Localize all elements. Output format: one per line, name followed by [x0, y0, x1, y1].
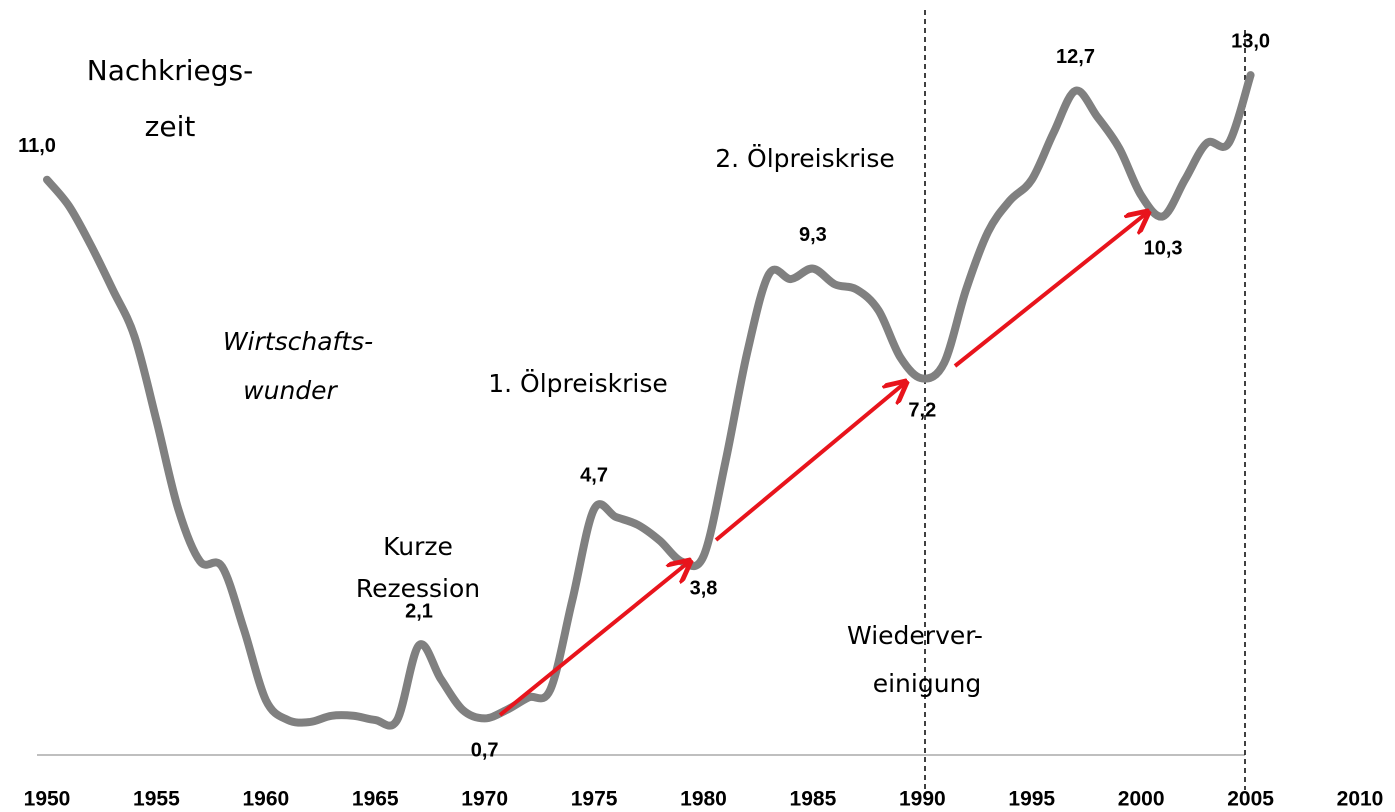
annotation: Kurze — [383, 532, 453, 561]
trend-arrow — [953, 212, 1148, 368]
annotation: 2. Ölpreiskrise — [715, 144, 894, 173]
annotation: 1. Ölpreiskrise — [488, 369, 667, 398]
value-label: 2,1 — [405, 600, 433, 622]
value-label: 13,0 — [1231, 30, 1270, 52]
value-label: 4,7 — [580, 464, 608, 486]
annotation: einigung — [873, 669, 982, 698]
annotation: zeit — [145, 110, 196, 143]
value-label: 10,3 — [1144, 238, 1183, 260]
value-label: 11,0 — [18, 135, 56, 157]
x-tick-label: 1950 — [24, 788, 71, 811]
x-tick-label: 1960 — [242, 788, 289, 811]
x-tick-label: 1965 — [352, 788, 399, 811]
annotation: Nachkriegs- — [87, 54, 253, 87]
annotation: Wirtschafts- — [223, 327, 373, 356]
x-tick-label: 1975 — [571, 788, 618, 811]
annotation: wunder — [243, 376, 338, 405]
x-tick-label: 1990 — [899, 788, 946, 811]
trend-arrow — [498, 561, 690, 717]
x-tick-label: 1995 — [1008, 788, 1055, 811]
value-label: 0,7 — [471, 740, 499, 762]
x-tick-label: 2000 — [1118, 788, 1165, 811]
trend-arrow — [714, 382, 906, 542]
x-tick-label: 2010 — [1337, 788, 1384, 811]
line — [43, 71, 1255, 730]
x-tick-label: 1980 — [680, 788, 727, 811]
value-label: 3,8 — [690, 578, 718, 600]
x-tick-label: 1955 — [133, 788, 180, 811]
trend-arrows — [498, 212, 1148, 717]
value-label: 7,2 — [908, 400, 936, 422]
x-tick-label: 1985 — [790, 788, 837, 811]
x-tick-label: 2005 — [1227, 788, 1274, 811]
annotation: Rezession — [356, 574, 480, 603]
value-label: 12,7 — [1056, 46, 1095, 68]
annotation: Wiederver- — [847, 621, 983, 650]
value-label: 9,3 — [799, 224, 827, 246]
x-tick-label: 1970 — [461, 788, 508, 811]
